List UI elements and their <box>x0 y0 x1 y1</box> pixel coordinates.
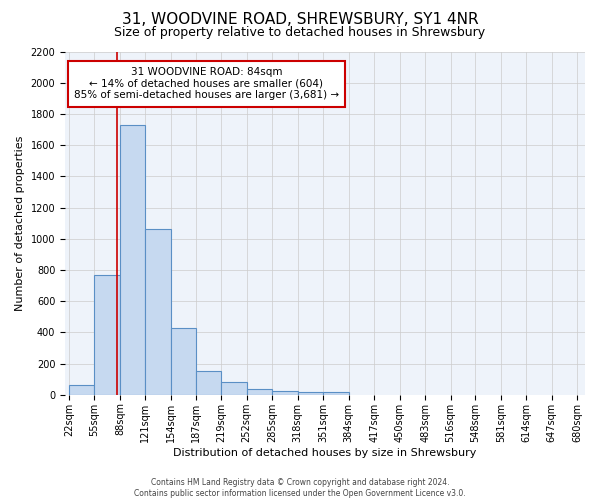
Y-axis label: Number of detached properties: Number of detached properties <box>15 136 25 311</box>
Bar <box>221 382 247 395</box>
Bar <box>298 392 323 395</box>
Text: 31 WOODVINE ROAD: 84sqm
← 14% of detached houses are smaller (604)
85% of semi-d: 31 WOODVINE ROAD: 84sqm ← 14% of detache… <box>74 67 339 100</box>
Bar <box>69 386 94 395</box>
Bar <box>171 328 196 395</box>
Text: Contains HM Land Registry data © Crown copyright and database right 2024.
Contai: Contains HM Land Registry data © Crown c… <box>134 478 466 498</box>
Bar <box>272 391 298 395</box>
Text: 31, WOODVINE ROAD, SHREWSBURY, SY1 4NR: 31, WOODVINE ROAD, SHREWSBURY, SY1 4NR <box>122 12 478 28</box>
Bar <box>247 390 272 395</box>
Bar <box>94 274 120 395</box>
Text: Size of property relative to detached houses in Shrewsbury: Size of property relative to detached ho… <box>115 26 485 39</box>
Bar <box>196 372 221 395</box>
Bar <box>323 392 349 395</box>
Bar <box>145 230 171 395</box>
X-axis label: Distribution of detached houses by size in Shrewsbury: Distribution of detached houses by size … <box>173 448 477 458</box>
Bar <box>120 125 145 395</box>
